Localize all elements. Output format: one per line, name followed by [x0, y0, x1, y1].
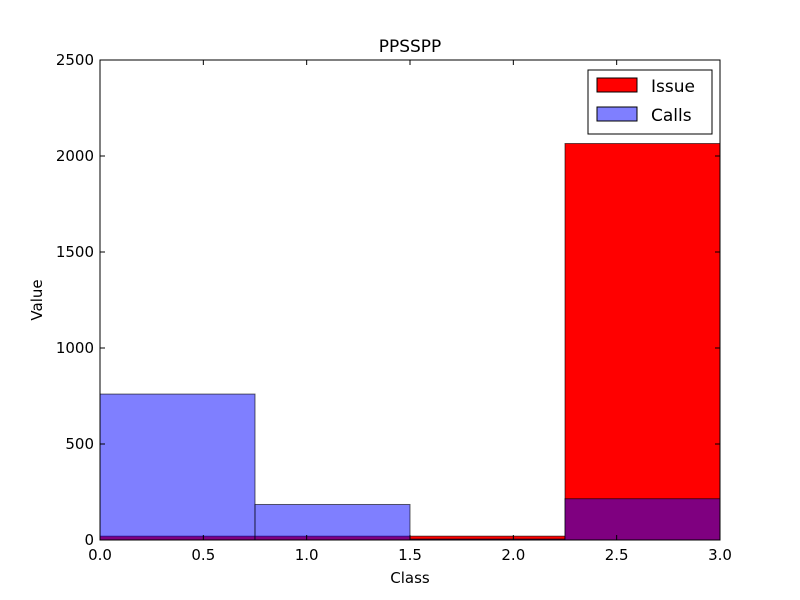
- x-axis-label: Class: [390, 569, 430, 587]
- legend-swatch-issue: [596, 77, 638, 93]
- legend-label-issue: Issue: [651, 77, 695, 97]
- y-axis-label: Value: [28, 279, 46, 320]
- y-tick-label: 500: [65, 435, 94, 453]
- x-tick-label: 3.0: [708, 546, 732, 564]
- legend-swatch-calls: [596, 106, 638, 122]
- legend: Issue Calls: [587, 69, 713, 135]
- legend-label-calls: Calls: [651, 106, 692, 126]
- bar-calls-3: [564, 498, 721, 541]
- y-tick-label: 1500: [56, 243, 94, 261]
- x-tick-label: 1.0: [295, 546, 319, 564]
- y-tick-label: 2000: [56, 147, 94, 165]
- bar-calls-0: [99, 393, 256, 541]
- x-tick-label: 0.0: [88, 546, 112, 564]
- y-tick-label: 1000: [56, 339, 94, 357]
- bars-layer: [99, 143, 721, 541]
- chart-title: PPSSPP: [379, 37, 442, 57]
- y-tick-label: 0: [84, 531, 94, 549]
- x-tick-label: 2.5: [605, 546, 629, 564]
- y-tick-label: 2500: [56, 51, 94, 69]
- bar-calls-1: [254, 503, 411, 541]
- bar-issue-3: [564, 143, 721, 541]
- x-tick-label: 2.0: [501, 546, 525, 564]
- x-tick-label: 1.5: [398, 546, 422, 564]
- x-tick-label: 0.5: [191, 546, 215, 564]
- ticks-layer: 0.0 0.5 1.0 1.5 2.0 2.5 3.0 0 500 1000 1500 2000 250…: [56, 51, 732, 564]
